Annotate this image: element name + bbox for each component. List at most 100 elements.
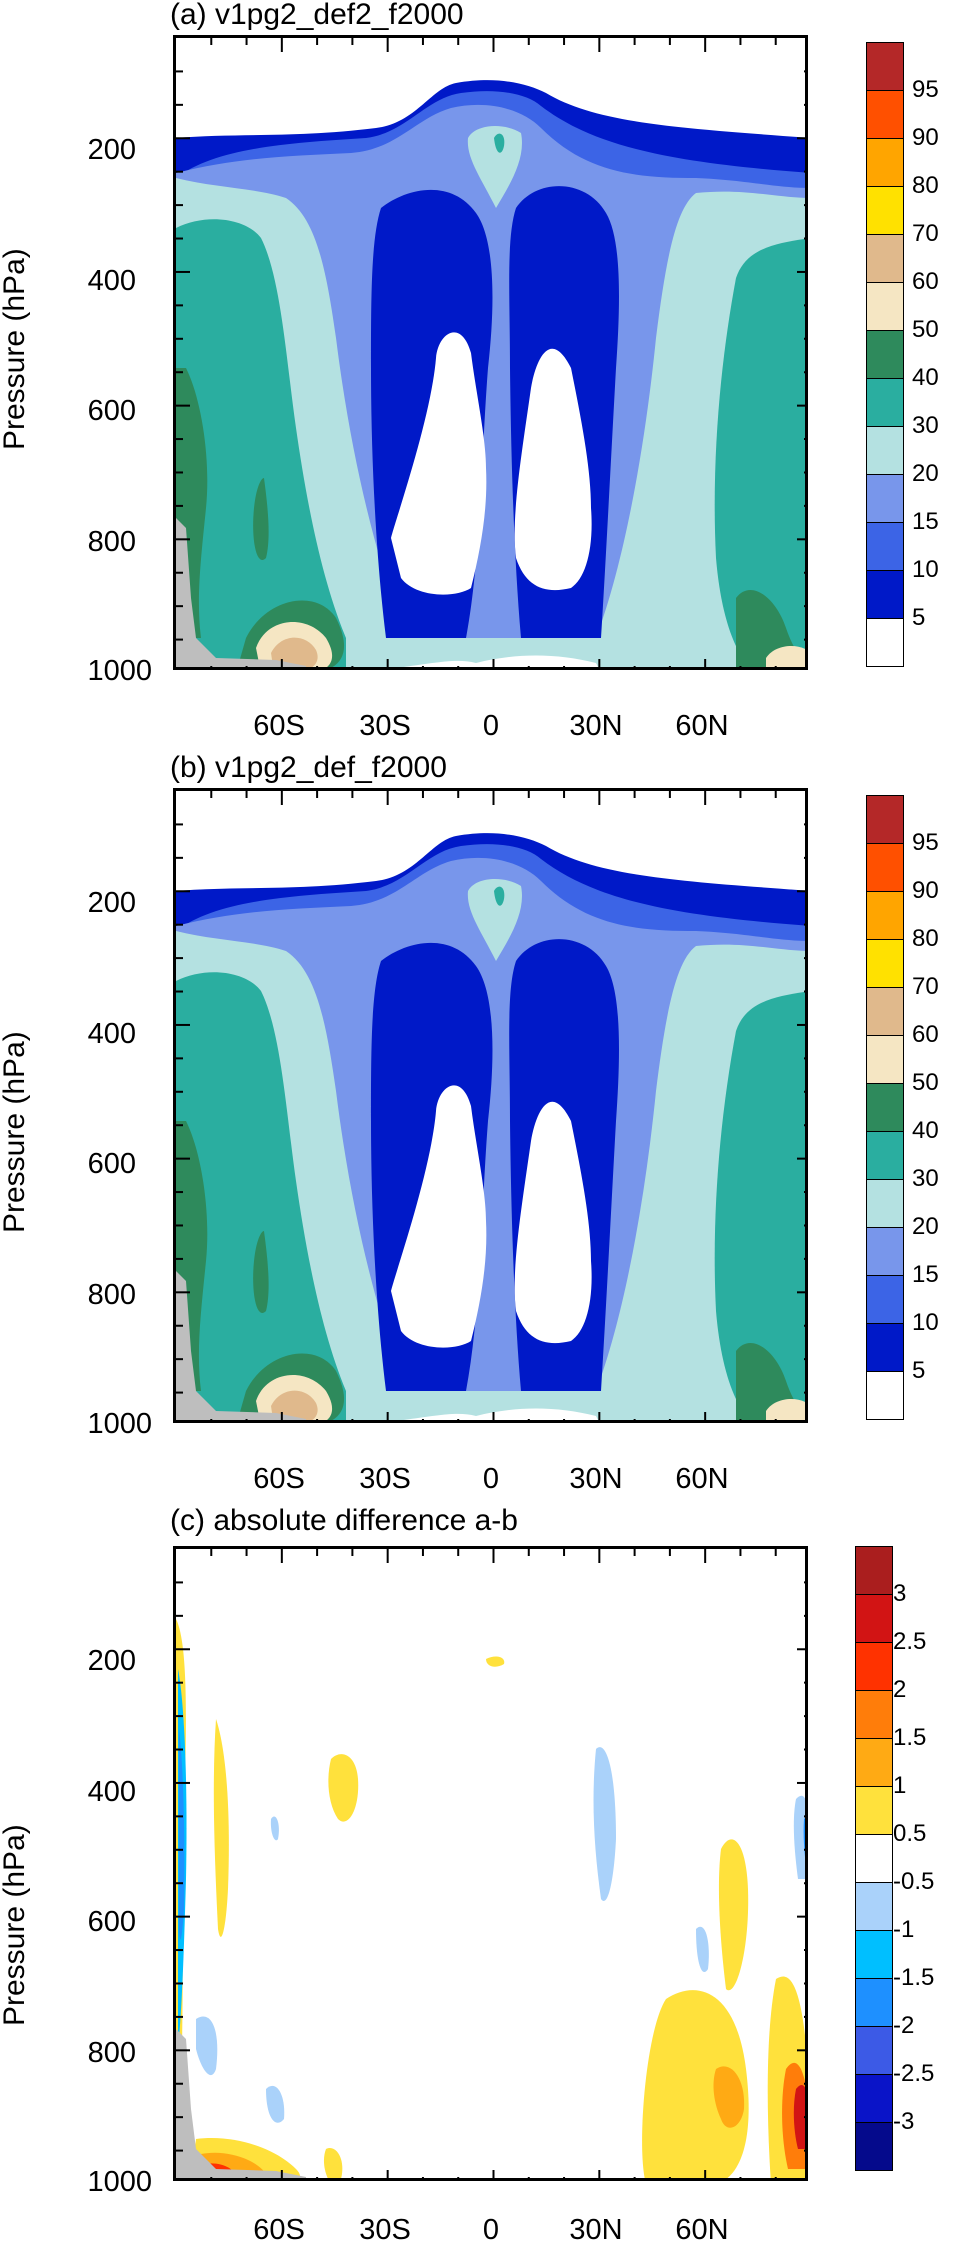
- contour-pos-0-5: [486, 1656, 505, 1667]
- colorbar-swatch: [855, 2026, 893, 2075]
- colorbar-label: 50: [912, 1069, 939, 1096]
- ytick-1000: 1000: [87, 655, 152, 687]
- colorbar-swatch: [855, 2122, 893, 2171]
- panel-b-ylabel: Pressure (hPa): [0, 1031, 31, 1233]
- colorbar-swatch: [866, 618, 904, 667]
- contour-neg-0-5: [270, 1816, 279, 1841]
- contour-below-5: [391, 332, 487, 595]
- colorbar-swatch: [866, 939, 904, 988]
- panel-a-plot: [173, 35, 808, 670]
- axis-ticks: [176, 791, 805, 1420]
- colorbar-label: 95: [912, 76, 939, 103]
- panel-c-plot: [173, 1546, 808, 2181]
- ytick-600: 600: [87, 395, 136, 427]
- contour-30: [494, 133, 505, 153]
- colorbar-label: 80: [912, 925, 939, 952]
- colorbar-label: 3: [893, 1580, 907, 1607]
- colorbar-swatch: [866, 843, 904, 892]
- colorbar-label: 5: [912, 604, 926, 631]
- xtick-0: 0: [482, 710, 500, 742]
- ytick-200: 200: [87, 134, 136, 166]
- colorbar-swatch: [866, 570, 904, 619]
- xtick-60s: 60S: [253, 2214, 305, 2246]
- contour-20: [176, 931, 805, 1420]
- colorbar-swatch: [866, 795, 904, 844]
- colorbar-label: 10: [912, 1309, 939, 1336]
- panel-a: (a) v1pg2_def2_f2000 Pressure (hPa) 200 …: [0, 0, 957, 742]
- colorbar-label: 40: [912, 364, 939, 391]
- contour-30: [494, 886, 505, 906]
- colorbar-swatch: [855, 2074, 893, 2123]
- contour-below-5: [514, 1101, 592, 1344]
- terrain-mask: [176, 518, 306, 667]
- colorbar-swatch: [866, 1227, 904, 1276]
- colorbar-swatch: [866, 987, 904, 1036]
- ytick-200: 200: [87, 1645, 136, 1677]
- contour-pos-0-5: [328, 1754, 359, 1822]
- ytick-400: 400: [87, 1776, 136, 1808]
- colorbar-label: 80: [912, 172, 939, 199]
- panel-a-contours: [176, 38, 805, 667]
- colorbar-swatch: [866, 522, 904, 571]
- panel-c-ylabel: Pressure (hPa): [0, 1824, 31, 2026]
- colorbar-swatch: [866, 1323, 904, 1372]
- colorbar-label: 30: [912, 1165, 939, 1192]
- panel-b: (b) v1pg2_def_f2000 Pressure (hPa) 200 4…: [0, 751, 957, 1495]
- colorbar-swatch: [855, 1882, 893, 1931]
- xtick-60n: 60N: [675, 710, 729, 742]
- xtick-60n: 60N: [675, 1463, 729, 1495]
- colorbar-label: 1.5: [893, 1724, 927, 1751]
- xtick-30n: 30N: [569, 1463, 623, 1495]
- ytick-600: 600: [87, 1148, 136, 1180]
- colorbar-swatch: [866, 1035, 904, 1084]
- panel-b-contours: [176, 791, 805, 1420]
- contour-pos-1: [713, 2066, 745, 2128]
- contour-20: [467, 126, 522, 208]
- colorbar-label: -3: [893, 2108, 915, 2135]
- contour-pos-0-5: [323, 2148, 343, 2178]
- colorbar-swatch: [855, 1546, 893, 1595]
- contour-pos-0-5: [642, 1990, 749, 2178]
- terrain-mask: [176, 2029, 306, 2178]
- colorbar-swatch: [866, 1371, 904, 1420]
- contour-pos-0-5: [718, 1839, 749, 1991]
- colorbar-label: 0.5: [893, 1820, 927, 1847]
- colorbar-label: 60: [912, 268, 939, 295]
- colorbar-label: 20: [912, 1213, 939, 1240]
- xtick-60n: 60N: [675, 2214, 729, 2246]
- ytick-200: 200: [87, 887, 136, 919]
- colorbar-label: -2: [893, 2012, 915, 2039]
- colorbar-swatch: [855, 1690, 893, 1739]
- ytick-1000: 1000: [87, 2166, 152, 2198]
- colorbar-label: 1: [893, 1772, 907, 1799]
- colorbar-swatch: [855, 1834, 893, 1883]
- contour-30: [714, 238, 805, 667]
- xtick-30s: 30S: [359, 710, 411, 742]
- colorbar-swatch: [855, 1594, 893, 1643]
- colorbar-label: -1.5: [893, 1964, 935, 1991]
- xtick-30s: 30S: [359, 1463, 411, 1495]
- colorbar-label: 30: [912, 412, 939, 439]
- colorbar-label: 20: [912, 460, 939, 487]
- contour-20: [176, 178, 805, 667]
- contour-below-5: [403, 655, 598, 667]
- colorbar-label: 15: [912, 1261, 939, 1288]
- xtick-30n: 30N: [569, 710, 623, 742]
- colorbar-swatch: [866, 1275, 904, 1324]
- colorbar-swatch: [866, 378, 904, 427]
- colorbar-label: 95: [912, 829, 939, 856]
- ytick-400: 400: [87, 1018, 136, 1050]
- contour-neg-0-5: [696, 1926, 709, 1973]
- contour-neg-0-5: [793, 1795, 805, 1879]
- contour-pos-0-5: [213, 1719, 229, 1937]
- xtick-0: 0: [482, 1463, 500, 1495]
- colorbar-swatch: [855, 1978, 893, 2027]
- contour-below-5: [514, 348, 592, 591]
- xtick-30s: 30S: [359, 2214, 411, 2246]
- contour-below-5: [391, 1085, 487, 1348]
- colorbar-label: 10: [912, 556, 939, 583]
- contour-50: [766, 1399, 805, 1420]
- axis-ticks: [176, 38, 805, 667]
- colorbar-swatch: [866, 1083, 904, 1132]
- panel-c: (c) absolute difference a-b Pressure (hP…: [0, 1504, 957, 2246]
